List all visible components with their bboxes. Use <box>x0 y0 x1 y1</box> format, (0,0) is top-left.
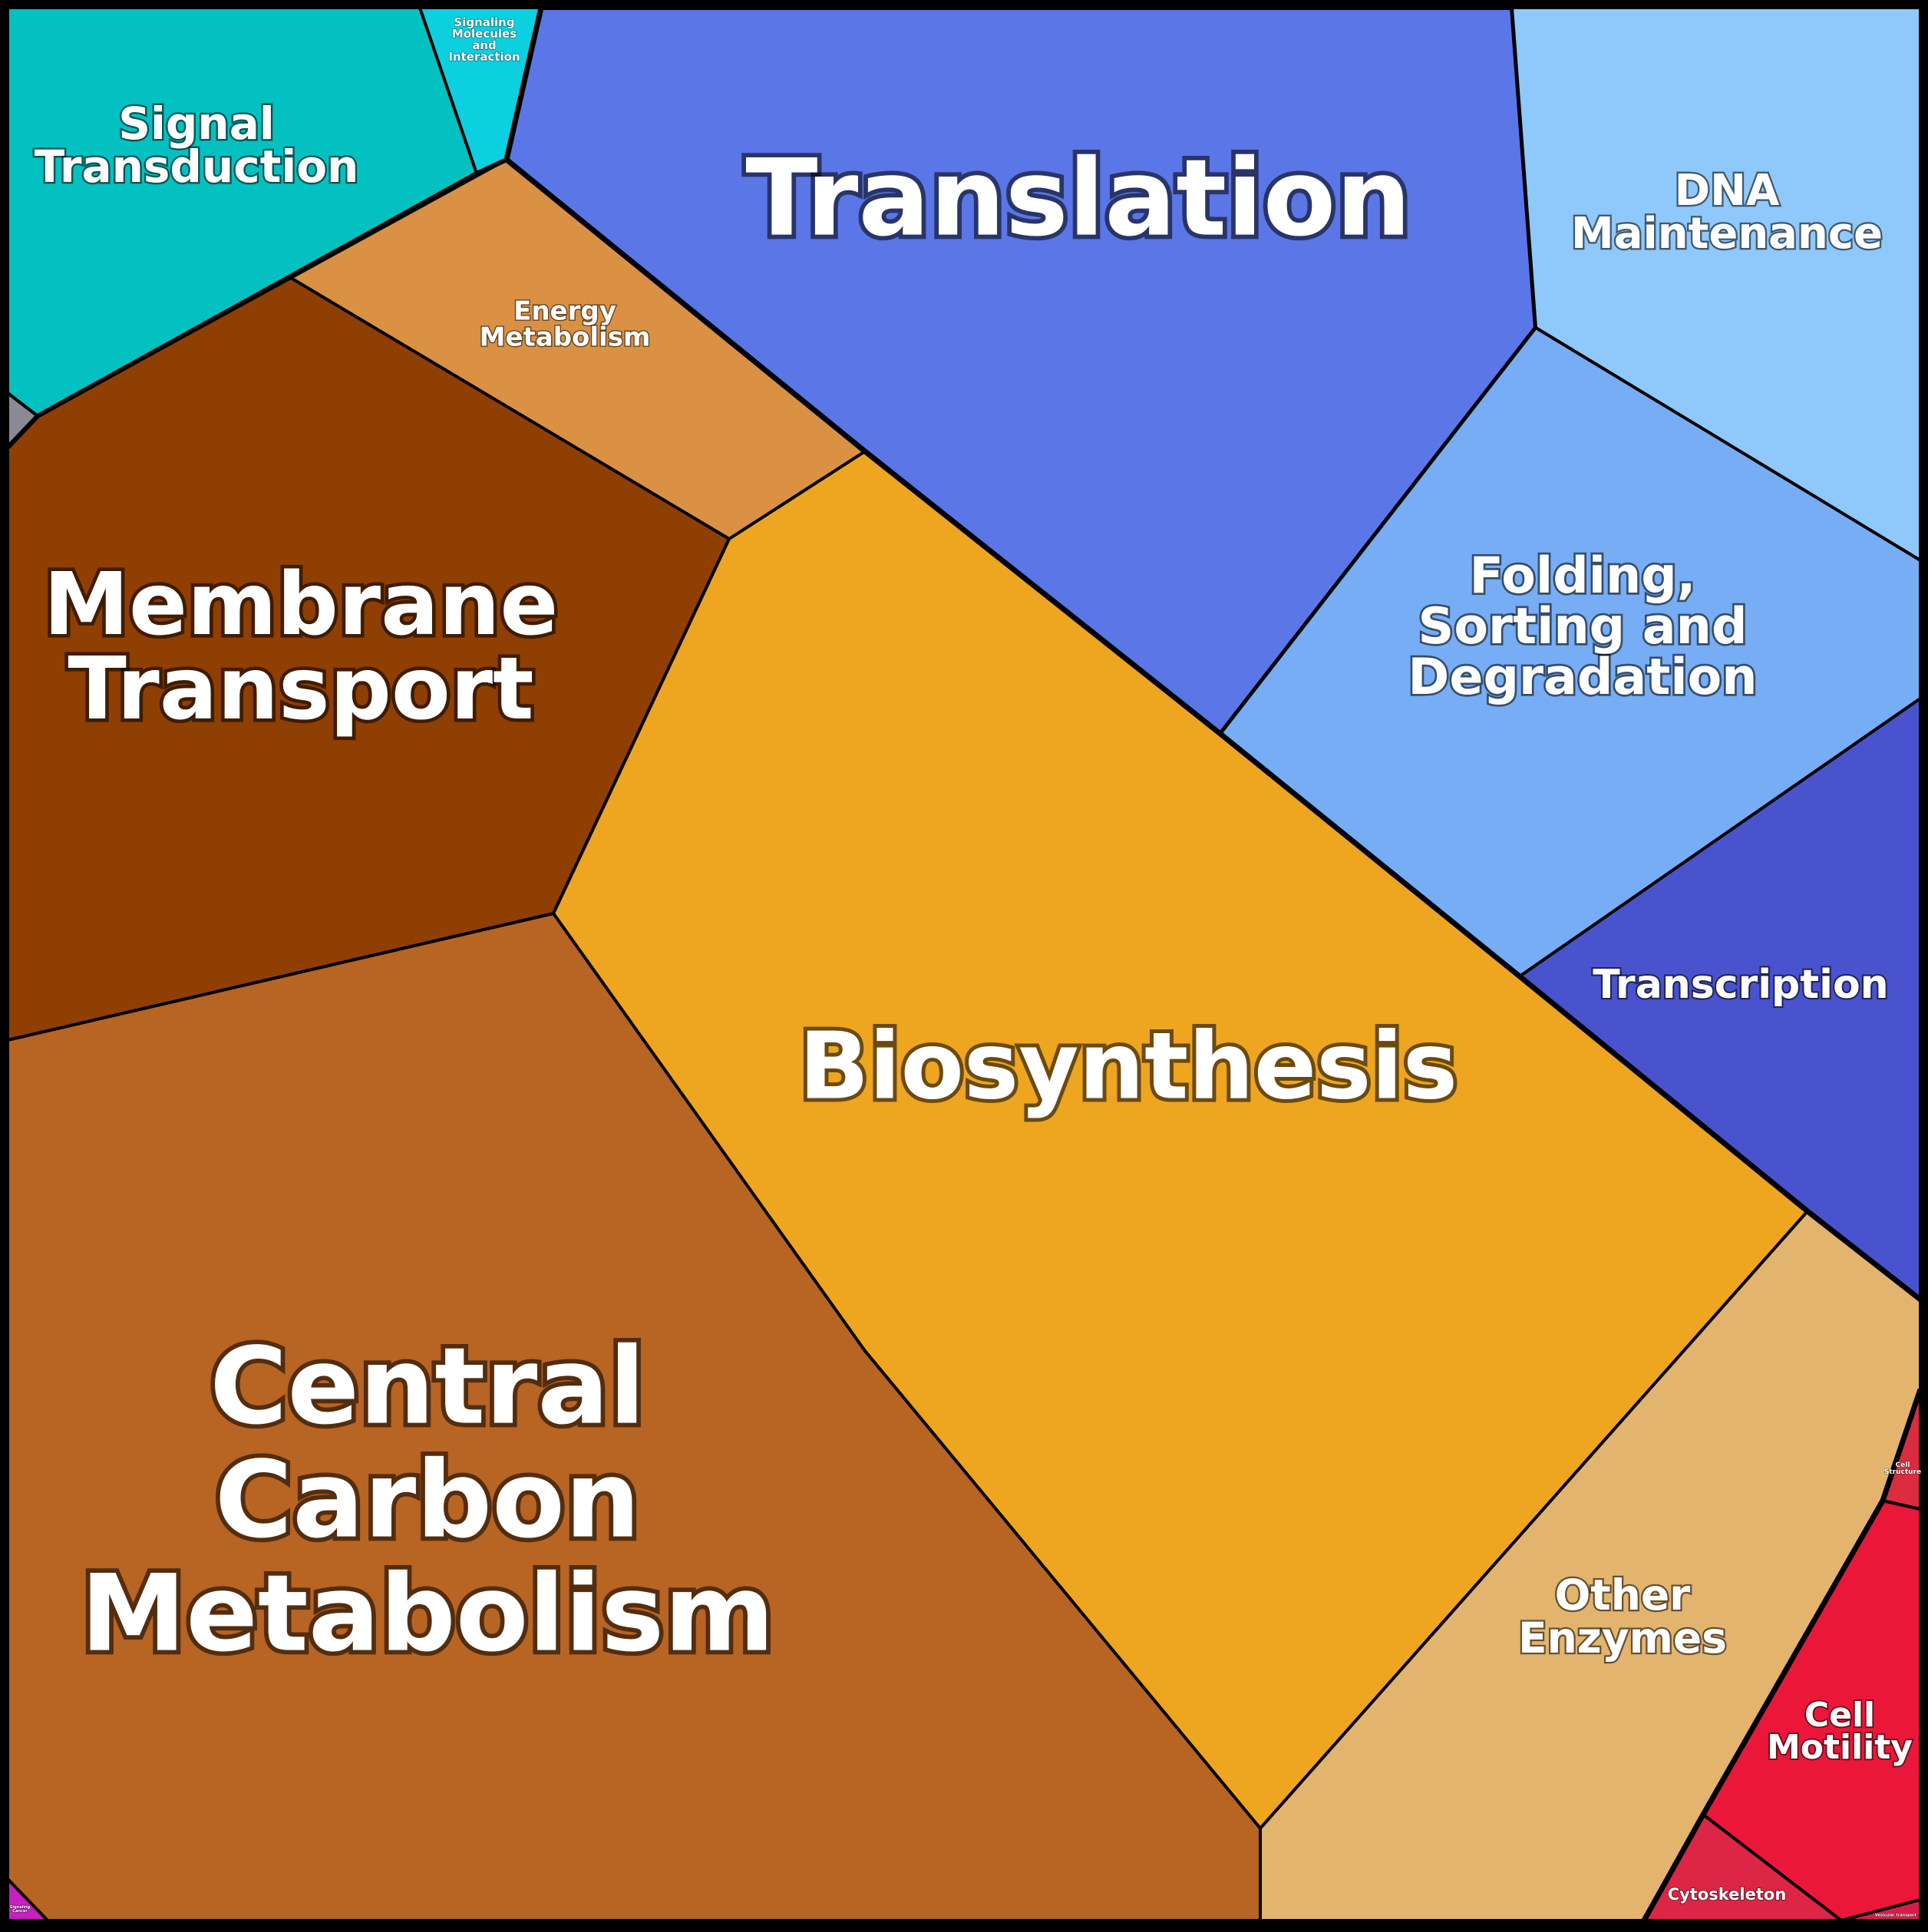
cell-label-line: and <box>472 38 497 52</box>
cell-label-line: Metabolism <box>81 1552 774 1676</box>
cell-label-vesicular: Vesicular transport <box>1875 1914 1917 1918</box>
cell-label-line: Energy <box>513 296 616 327</box>
cell-label-biosynthesis: Biosynthesis <box>799 1014 1458 1121</box>
cell-label-membrane-transport: Membrane Transport <box>44 555 559 739</box>
cell-label-line: Signal <box>118 97 274 150</box>
cell-label-line: Biosynthesis <box>799 1014 1458 1121</box>
cell-label-central-carbon: Central Carbon Metabolism <box>81 1325 774 1676</box>
cell-label-line: Other <box>1555 1570 1691 1620</box>
cell-label-line: Cell <box>1896 1461 1910 1469</box>
cell-label-line: Cancer <box>12 1909 28 1914</box>
cell-label-line: Enzymes <box>1518 1613 1727 1663</box>
cell-label-line: Vesicular transport <box>1875 1914 1917 1918</box>
cell-label-line: Membrane <box>44 555 559 655</box>
cell-label-translation: Translation <box>745 137 1411 260</box>
cell-label-line: Structure <box>1884 1468 1921 1476</box>
cell-label-line: Maintenance <box>1571 209 1883 259</box>
cell-label-cell-structure: Cell Structure <box>1884 1461 1921 1476</box>
cell-vesicular[interactable] <box>1840 1898 1922 1922</box>
cell-label-line: Metabolism <box>480 322 651 353</box>
cell-label-line: Sorting and <box>1418 598 1748 656</box>
cell-label-line: Molecules <box>452 27 517 41</box>
cell-label-cytoskeleton: Cytoskeleton <box>1668 1885 1787 1904</box>
cell-label-line: Cell <box>1804 1696 1875 1735</box>
cell-label-dna-maintenance: DNA Maintenance <box>1571 166 1883 259</box>
cell-small-magenta[interactable] <box>6 1878 49 1922</box>
cell-label-transcription: Transcription <box>1593 962 1888 1008</box>
cell-label-energy-metabolism: Energy Metabolism <box>480 296 651 353</box>
cell-label-signal-transduction: Signal Transduction <box>35 97 359 193</box>
cell-label-line: Transduction <box>35 140 359 193</box>
cell-label-line: Cytoskeleton <box>1668 1885 1787 1904</box>
cell-label-cell-motility: Cell Motility <box>1767 1696 1913 1767</box>
cell-label-line: Motility <box>1767 1728 1913 1767</box>
cell-label-line: Transport <box>68 639 533 739</box>
cell-label-other-enzymes: Other Enzymes <box>1518 1570 1727 1663</box>
cell-label-line: Folding, <box>1469 547 1695 605</box>
cell-label-small-magenta: Signaling Cancer <box>10 1905 31 1914</box>
cell-label-line: Carbon <box>215 1438 640 1562</box>
cell-label-folding: Folding, Sorting and Degradation <box>1408 547 1757 706</box>
cell-label-line: Degradation <box>1408 649 1757 706</box>
cell-label-line: Central <box>210 1325 645 1448</box>
group-boundary <box>1641 1388 1923 1922</box>
cell-label-line: Interaction <box>448 50 520 64</box>
cell-label-signaling-molecules: Signaling Molecules and Interaction <box>448 15 520 64</box>
cell-label-line: Signaling <box>454 15 514 29</box>
group-boundary <box>5 157 508 450</box>
cell-label-line: DNA <box>1675 166 1780 216</box>
cell-label-line: Transcription <box>1593 962 1888 1008</box>
cell-label-line: Signaling <box>10 1905 31 1910</box>
cell-label-line: Translation <box>745 137 1411 260</box>
